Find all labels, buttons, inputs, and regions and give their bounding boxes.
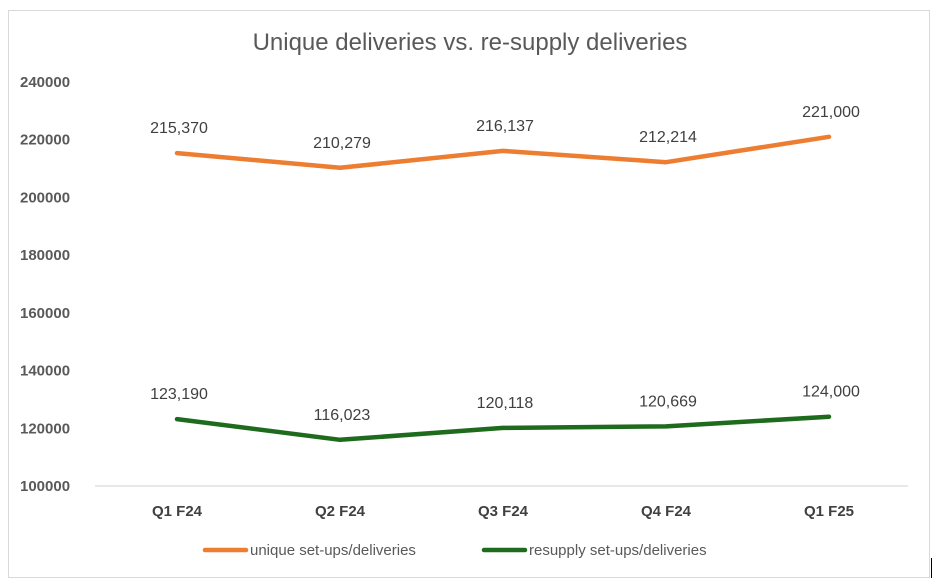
series-line-resupply <box>174 414 832 443</box>
data-labels: 215,370 210,279 216,137 212,214 221,000 123,1… <box>150 104 860 424</box>
data-label: 212,214 <box>639 129 697 146</box>
chart-title: Unique deliveries vs. re-supply deliveri… <box>253 29 688 56</box>
chart-area <box>8 10 930 578</box>
data-label: 120,118 <box>477 395 534 412</box>
legend-label: unique set-ups/deliveries <box>250 542 416 559</box>
y-tick-label: 140000 <box>20 363 70 380</box>
y-tick-label: 160000 <box>20 305 70 322</box>
data-label: 120,669 <box>639 393 697 410</box>
data-label: 116,023 <box>314 407 371 424</box>
y-tick-label: 200000 <box>20 189 70 206</box>
x-tick-label: Q1 F25 <box>804 503 854 520</box>
x-tick-label: Q4 F24 <box>641 503 692 520</box>
data-label: 124,000 <box>802 384 860 401</box>
y-tick-label: 100000 <box>20 478 70 495</box>
data-label: 221,000 <box>802 104 860 121</box>
data-label: 210,279 <box>313 135 371 152</box>
data-label: 123,190 <box>150 386 208 403</box>
data-label: 216,137 <box>476 118 534 135</box>
data-label: 215,370 <box>150 120 208 137</box>
series-group <box>174 134 832 443</box>
y-axis: 240000 220000 200000 180000 160000 140000 1200… <box>20 74 70 495</box>
x-axis: Q1 F24 Q2 F24 Q3 F24 Q4 F24 Q1 F25 <box>152 503 854 520</box>
y-tick-label: 180000 <box>20 247 70 264</box>
frame-edge-mark <box>931 558 932 578</box>
y-tick-label: 240000 <box>20 74 70 91</box>
legend-label: resupply set-ups/deliveries <box>529 542 707 559</box>
x-tick-label: Q1 F24 <box>152 503 203 520</box>
legend: unique set-ups/deliveries resupply set-up… <box>202 542 707 559</box>
x-tick-label: Q3 F24 <box>478 503 529 520</box>
series-line-unique <box>174 134 832 171</box>
y-tick-label: 220000 <box>20 132 70 149</box>
x-tick-label: Q2 F24 <box>315 503 366 520</box>
y-tick-label: 120000 <box>20 420 70 437</box>
